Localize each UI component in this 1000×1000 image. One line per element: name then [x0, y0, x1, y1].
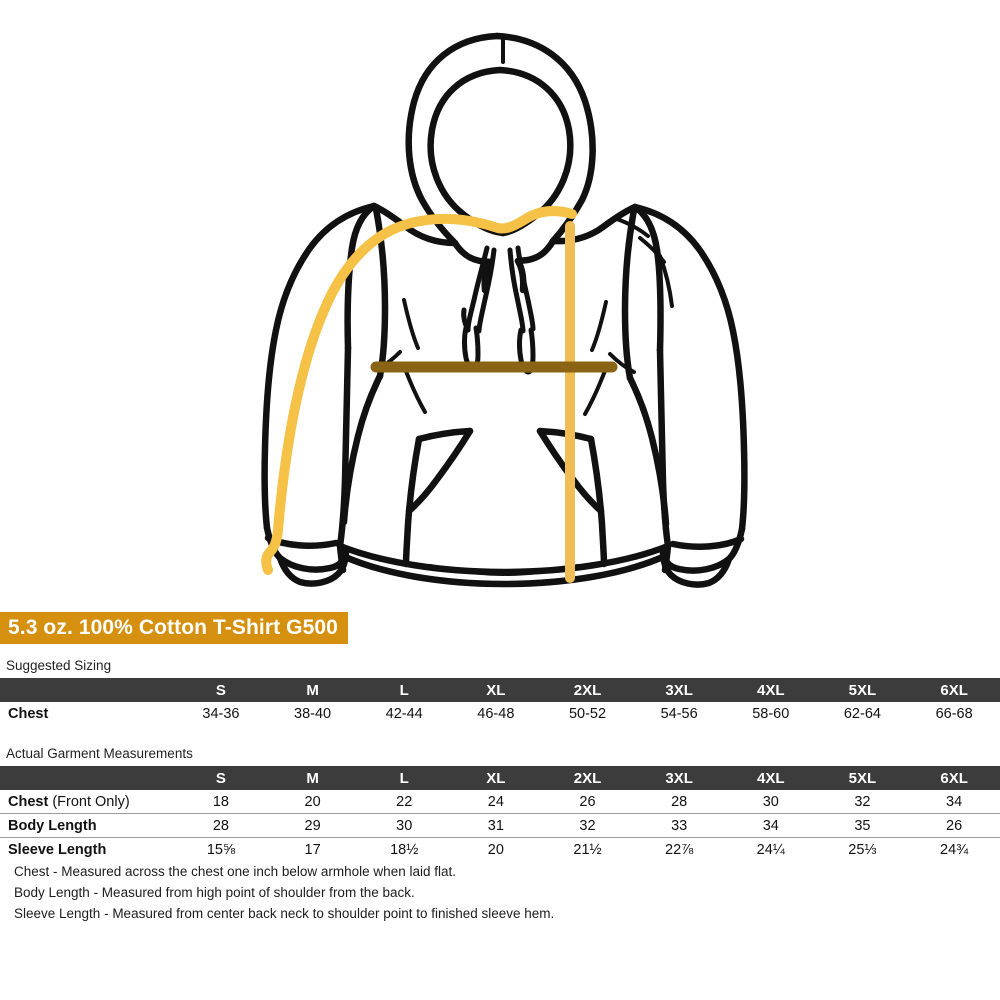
cell-chest-xl: 46-48 — [450, 702, 542, 725]
cell-chest-6xl: 66-68 — [908, 702, 1000, 725]
cell-chest-5xl: 32 — [816, 790, 909, 814]
hoodie-outline — [261, 32, 748, 588]
row-label-body-length: Body Length — [0, 813, 176, 838]
cell-chest-l: 22 — [358, 790, 451, 814]
cell-body-length-2xl: 32 — [541, 813, 634, 838]
column-header-m: M — [266, 678, 359, 702]
column-header-l: L — [358, 766, 451, 790]
cell-chest-m: 20 — [266, 790, 359, 814]
column-header-blank — [0, 678, 176, 702]
sleeve-length-guide-line — [261, 206, 577, 575]
cell-chest-4xl: 30 — [724, 790, 817, 814]
suggested-sizing-caption: Suggested Sizing — [6, 658, 112, 673]
column-header-2xl: 2XL — [541, 766, 634, 790]
actual-measurements-table: S M L XL 2XL 3XL 4XL 5XL 6XL Chest (Fron… — [0, 766, 1000, 861]
cell-body-length-6xl: 26 — [908, 813, 1000, 838]
cell-chest-3xl: 54-56 — [633, 702, 725, 725]
column-header-4xl: 4XL — [724, 766, 817, 790]
cell-sleeve-length-s: 15⅝ — [175, 837, 267, 861]
table-row: Chest 34-36 38-40 42-44 46-48 50-52 54-5… — [0, 702, 1000, 725]
row-label-text: Body Length — [8, 817, 97, 834]
column-header-m: M — [266, 766, 359, 790]
cell-body-length-l: 30 — [358, 813, 451, 838]
cell-chest-6xl: 34 — [908, 790, 1000, 814]
row-label-chest: Chest — [0, 702, 176, 725]
table-header-row: S M L XL 2XL 3XL 4XL 5XL 6XL — [0, 678, 1000, 702]
cell-sleeve-length-m: 17 — [266, 837, 359, 861]
garment-illustration — [261, 32, 748, 588]
column-header-blank — [0, 766, 176, 790]
cell-chest-l: 42-44 — [358, 702, 451, 725]
row-label-sleeve-length: Sleeve Length — [0, 837, 176, 861]
column-header-6xl: 6XL — [908, 678, 1000, 702]
table-row: Sleeve Length 15⅝ 17 18½ 20 21½ 22⅞ 24¼ … — [0, 837, 1000, 861]
cell-sleeve-length-4xl: 24¼ — [724, 837, 817, 861]
column-header-5xl: 5XL — [816, 678, 909, 702]
cell-chest-xl: 24 — [450, 790, 542, 814]
actual-measurements-caption: Actual Garment Measurements — [6, 746, 193, 761]
column-header-xl: XL — [450, 766, 542, 790]
row-label-text: Sleeve Length — [8, 841, 107, 858]
column-header-3xl: 3XL — [633, 766, 725, 790]
suggested-sizing-table: S M L XL 2XL 3XL 4XL 5XL 6XL Chest 34-36… — [0, 678, 1000, 725]
cell-chest-5xl: 62-64 — [816, 702, 909, 725]
column-header-2xl: 2XL — [541, 678, 634, 702]
cell-chest-s: 34-36 — [175, 702, 267, 725]
cell-body-length-m: 29 — [266, 813, 359, 838]
cell-sleeve-length-5xl: 25⅓ — [816, 837, 909, 861]
cell-body-length-3xl: 33 — [633, 813, 725, 838]
cell-chest-s: 18 — [175, 790, 267, 814]
column-header-3xl: 3XL — [633, 678, 725, 702]
cell-sleeve-length-6xl: 24¾ — [908, 837, 1000, 861]
column-header-s: S — [175, 766, 267, 790]
row-label-text: Chest — [8, 705, 49, 722]
cell-chest-m: 38-40 — [266, 702, 359, 725]
cell-sleeve-length-l: 18½ — [358, 837, 451, 861]
column-header-xl: XL — [450, 678, 542, 702]
cell-body-length-s: 28 — [175, 813, 267, 838]
note-sleeve-length: Sleeve Length - Measured from center bac… — [14, 906, 555, 921]
cell-body-length-xl: 31 — [450, 813, 542, 838]
cell-sleeve-length-2xl: 21½ — [541, 837, 634, 861]
cell-body-length-4xl: 34 — [724, 813, 817, 838]
cell-sleeve-length-3xl: 22⅞ — [633, 837, 725, 861]
cell-body-length-5xl: 35 — [816, 813, 909, 838]
column-header-4xl: 4XL — [724, 678, 817, 702]
table-header-row: S M L XL 2XL 3XL 4XL 5XL 6XL — [0, 766, 1000, 790]
note-body-length: Body Length - Measured from high point o… — [14, 885, 415, 900]
column-header-5xl: 5XL — [816, 766, 909, 790]
hoodie-drawing-svg — [261, 32, 748, 588]
cell-chest-4xl: 58-60 — [724, 702, 817, 725]
cell-chest-2xl: 26 — [541, 790, 634, 814]
product-title-bar: 5.3 oz. 100% Cotton T-Shirt G500 — [0, 612, 348, 644]
table-row: Chest (Front Only) 18 20 22 24 26 28 30 … — [0, 790, 1000, 814]
row-label-suffix: (Front Only) — [48, 793, 130, 810]
column-header-s: S — [175, 678, 267, 702]
note-chest: Chest - Measured across the chest one in… — [14, 864, 456, 879]
row-label-chest-front-only: Chest (Front Only) — [0, 790, 176, 814]
row-label-text: Chest — [8, 793, 49, 810]
cell-chest-3xl: 28 — [633, 790, 725, 814]
column-header-6xl: 6XL — [908, 766, 1000, 790]
column-header-l: L — [358, 678, 451, 702]
measurement-notes: Chest - Measured across the chest one in… — [14, 861, 974, 924]
cell-chest-2xl: 50-52 — [541, 702, 634, 725]
cell-sleeve-length-xl: 20 — [450, 837, 542, 861]
table-row: Body Length 28 29 30 31 32 33 34 35 26 — [0, 813, 1000, 838]
